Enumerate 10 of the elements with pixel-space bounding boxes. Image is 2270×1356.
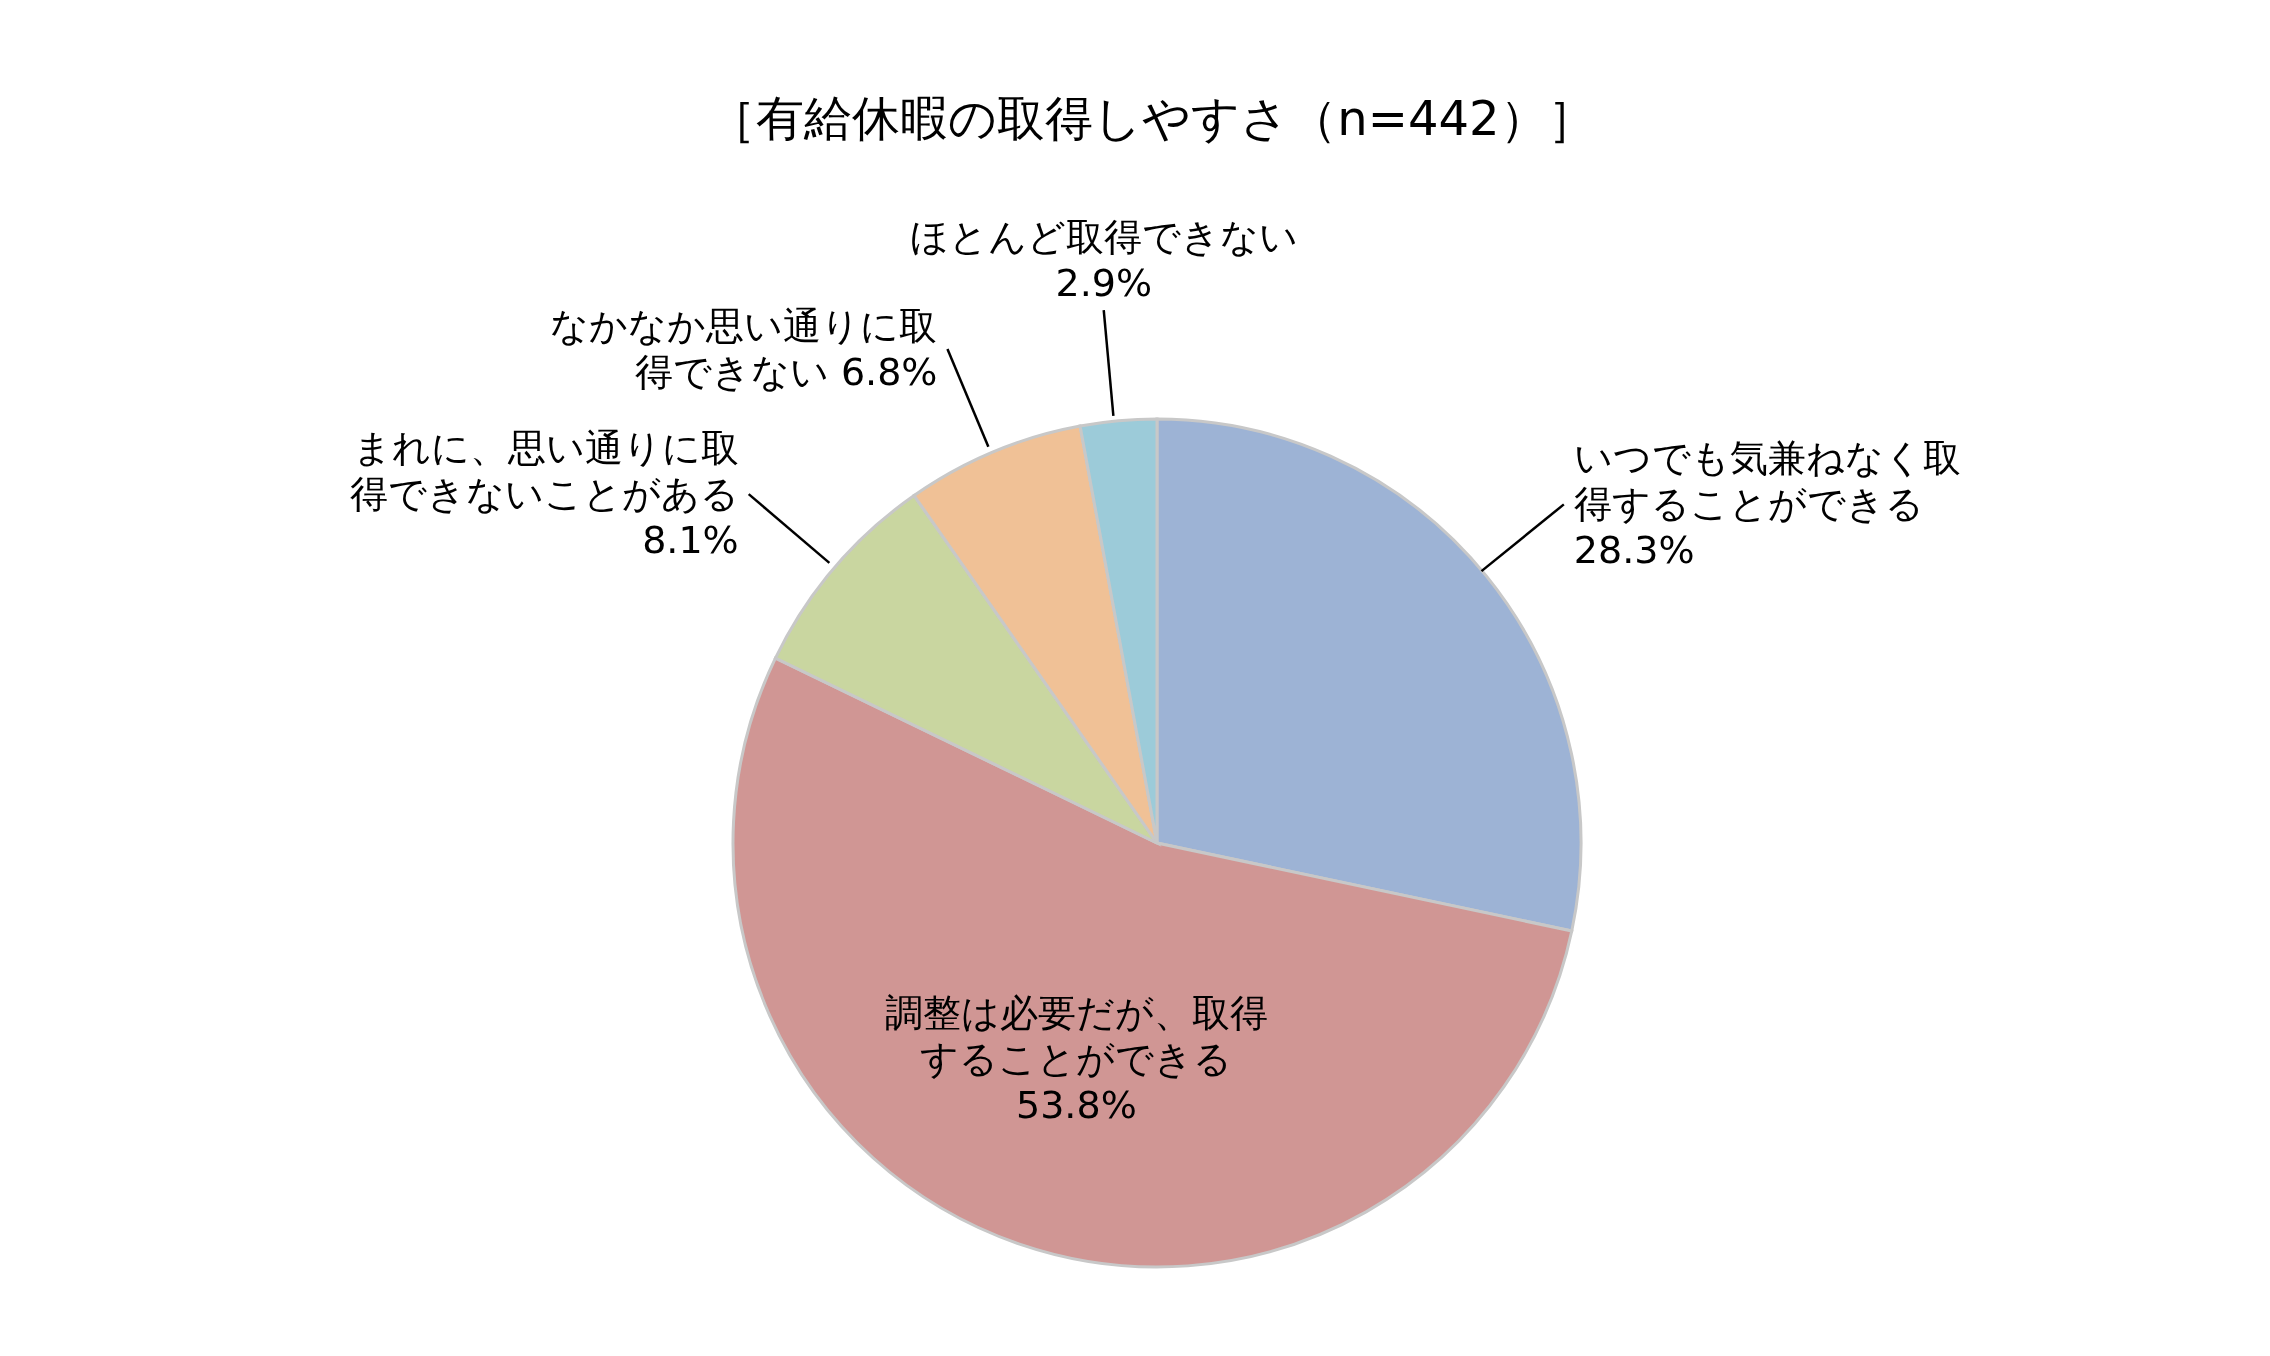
data-label: 8.1% — [642, 518, 739, 563]
data-label: 28.3% — [1573, 528, 1695, 573]
slice-label: 調整は必要だが、取得することができる — [884, 990, 1268, 1081]
slice-label: ほとんど取得できない — [909, 215, 1298, 260]
data-label: 53.8% — [1016, 1082, 1137, 1127]
slice-label: いつでも気兼ねなく取得することができる — [1573, 436, 1961, 527]
slice-label: まれに、思い通りに取得できないことがある — [349, 426, 739, 517]
chart-title: ［有給休暇の取得しやすさ（n=442）］ — [708, 90, 1596, 146]
slice-label: なかなか思い通りに取得できない 6.8% — [550, 304, 938, 395]
data-label: 2.9% — [1055, 261, 1153, 306]
